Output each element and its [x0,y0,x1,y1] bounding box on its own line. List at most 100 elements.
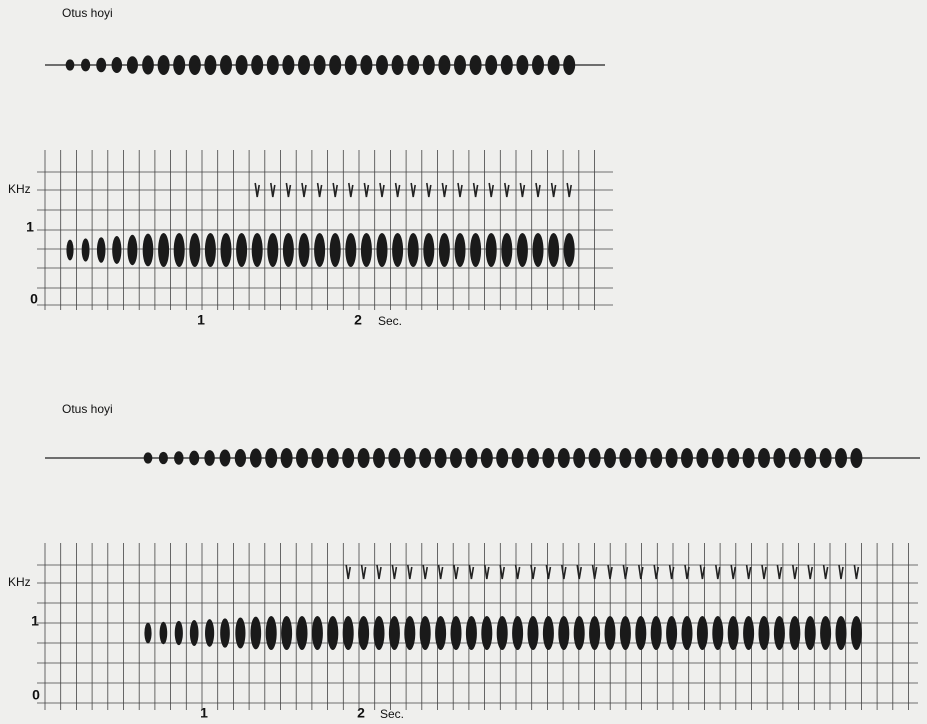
waveform-pulse [804,448,816,468]
sonogram-note [820,616,831,650]
y-axis-label: KHz [8,182,31,196]
sonogram-note [127,235,137,265]
sonogram-note [392,233,403,267]
sonogram-note [666,616,677,650]
sonogram-harmonic [716,565,720,579]
sonogram-harmonic [362,565,366,579]
waveform-pulse [342,448,354,468]
waveform-pulse [388,448,400,468]
sonogram-note [423,233,434,267]
sonogram-note [466,616,477,650]
waveform-pulse [532,55,544,75]
sonogram-note [327,616,338,650]
sonogram-note [574,616,585,650]
sonogram-note [330,233,341,267]
y-tick-label: 0 [30,291,38,307]
sonogram-harmonic [824,565,828,579]
waveform-pulse [438,55,450,75]
sonogram-harmonic [854,565,858,579]
panel-title: Otus hoyi [62,402,113,416]
waveform-pulse [327,448,339,468]
sonogram-note [314,233,325,267]
waveform-pulse [789,448,801,468]
waveform-pulse [563,55,575,75]
sonogram-note [851,616,862,650]
sonogram-harmonic [639,565,643,579]
sonogram-note [420,616,431,650]
sonogram-note [220,618,230,647]
sonogram-note [543,616,554,650]
sonogram-note [189,233,200,267]
sonogram-harmonic [700,565,704,579]
waveform-pulse [485,55,497,75]
sonogram-note [174,233,185,267]
waveform-pulse [548,55,560,75]
sonogram-note [190,620,199,646]
sonogram-harmonic [392,565,396,579]
sonogram-note [297,616,308,650]
waveform-pulse [281,448,293,468]
y-axis-label: KHz [8,575,31,589]
sonogram-note [205,233,216,267]
waveform-pulse [345,55,357,75]
sonogram-note [836,616,847,650]
sonogram-harmonic [408,565,412,579]
sonogram-note [651,616,662,650]
waveform-pulse [696,448,708,468]
sonogram-note [774,616,785,650]
sonogram-note [361,233,372,267]
waveform-pulse [204,55,216,75]
sonogram-note [175,621,183,645]
sonogram-note [512,616,523,650]
sonogram-harmonic [454,565,458,579]
sonogram-note [143,234,154,267]
sonogram-note [281,616,292,650]
sonogram-note [455,233,466,267]
x-tick-label: 2 [354,312,362,328]
sonogram-harmonic [377,565,381,579]
sonogram-harmonic [439,565,443,579]
sonogram-note [358,616,369,650]
waveform-pulse [470,55,482,75]
sonogram-harmonic [777,565,781,579]
sonogram-note [82,238,90,261]
waveform-pulse [589,448,601,468]
waveform-pulse [298,55,310,75]
y-tick-label: 0 [32,687,40,703]
panel: Otus hoyi KHz 1 0 1 2 Sec. [8,402,920,721]
sonogram-note [605,616,616,650]
sonogram-harmonic [485,565,489,579]
waveform-pulse [558,448,570,468]
waveform-pulse [204,450,214,466]
sonogram-note [205,619,214,647]
waveform-pulse [220,55,232,75]
waveform-pulse [481,448,493,468]
waveform-pulse [820,448,832,468]
sonogram-note [160,622,168,645]
x-axis-unit: Sec. [378,314,402,328]
sonogram-note [250,617,261,650]
sonogram-note [805,616,816,650]
waveform-pulse [450,448,462,468]
sonogram-note [451,616,462,650]
sonogram-note [635,616,646,650]
waveform-pulse [251,55,263,75]
waveform-pulse [773,448,785,468]
panel-title: Otus hoyi [62,6,113,20]
waveform-pulse [501,55,513,75]
sonogram-note [404,616,415,650]
panel: Otus hoyi KHz 1 0 1 2 Sec. [8,6,613,328]
waveform-pulse [173,55,185,75]
waveform-pulse [743,448,755,468]
sonogram-note [435,616,446,650]
waveform-pulse [496,448,508,468]
waveform-pulse [465,448,477,468]
sonogram-note [759,616,770,650]
sonogram-note [589,616,600,650]
sonogram-note [267,233,278,267]
waveform-pulse [360,55,372,75]
sonogram-note [470,233,481,267]
waveform-pulse [159,452,168,464]
sonogram-harmonic [762,565,766,579]
waveform-pulse [512,448,524,468]
